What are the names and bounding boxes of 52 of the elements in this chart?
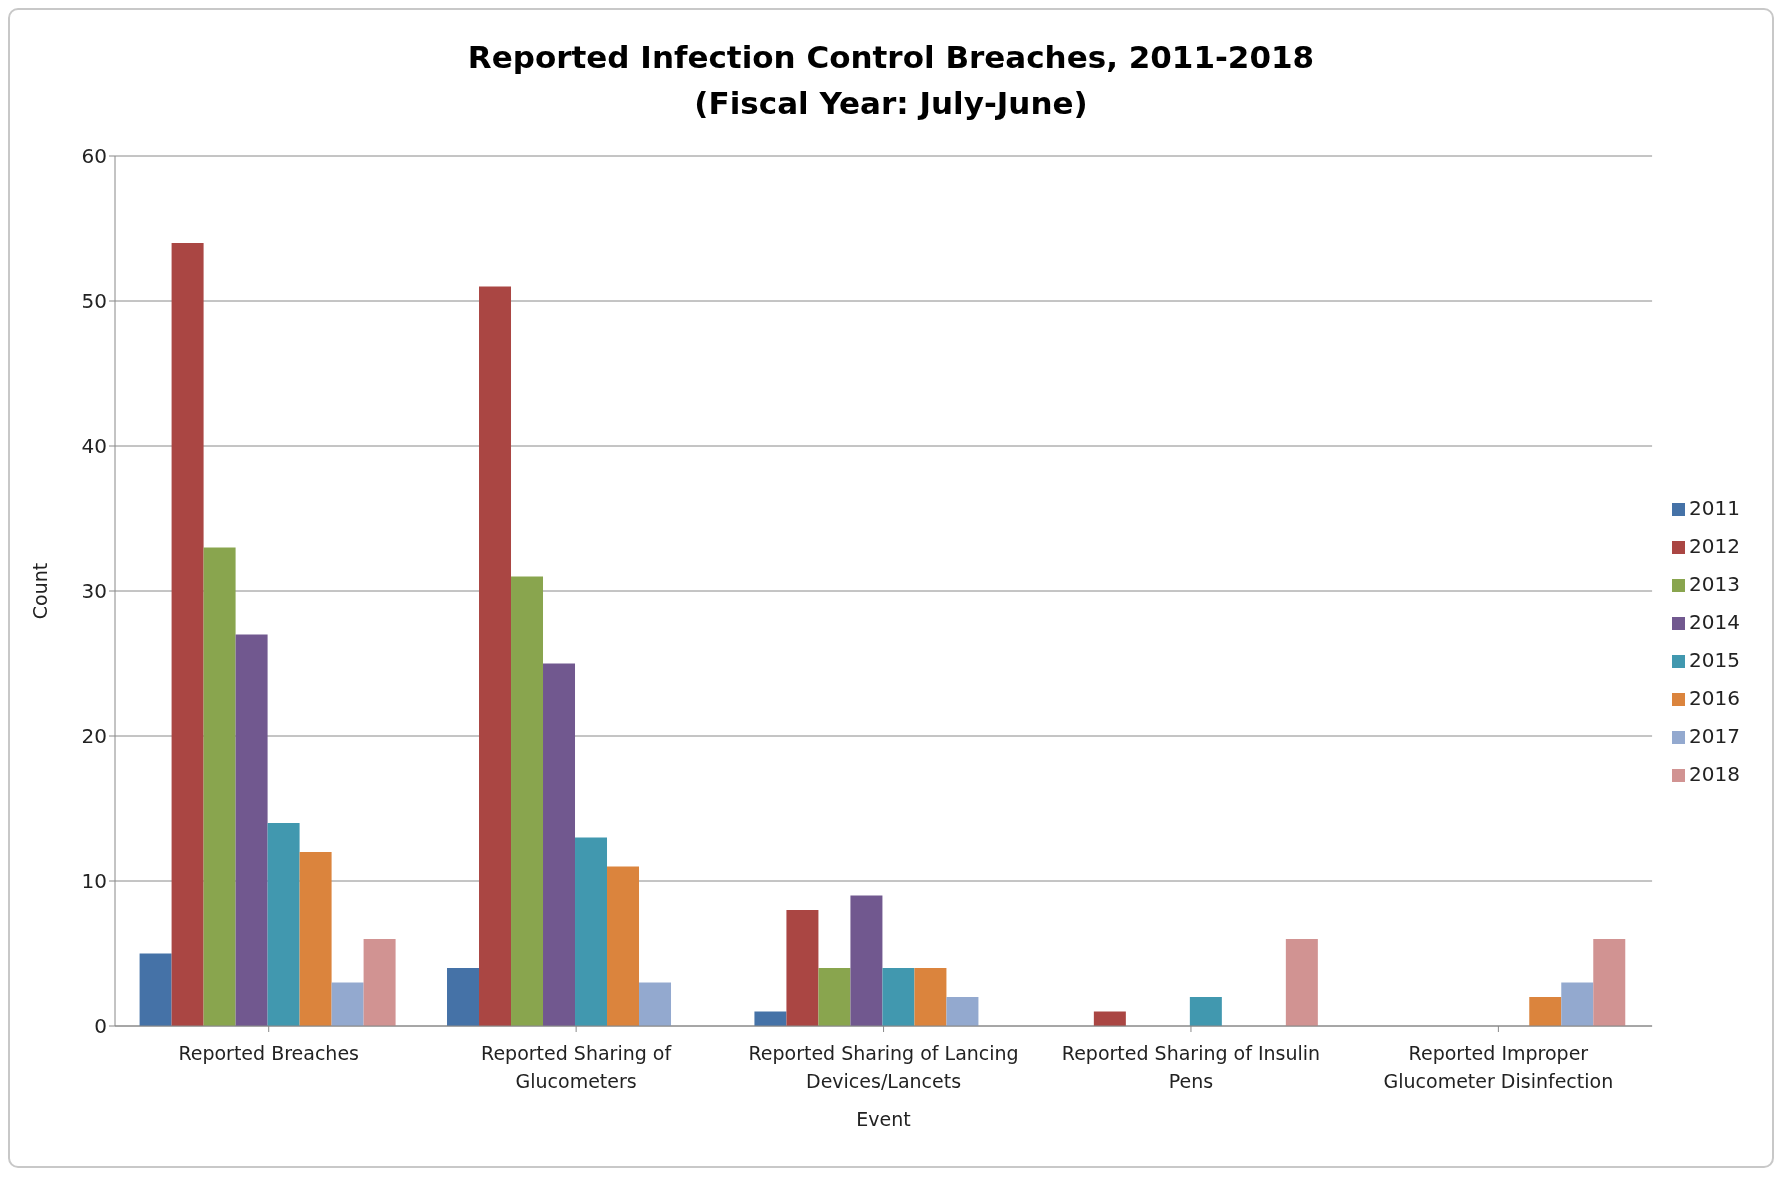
x-tick-label: Reported Improper Glucometer Disinfection (1383, 1042, 1614, 1092)
bar (1561, 982, 1594, 1026)
bar (786, 910, 819, 1026)
bar (171, 243, 204, 1026)
chart-subtitle: (Fiscal Year: July-June) (693, 84, 1089, 123)
y-tick-label: 60 (81, 144, 107, 169)
legend-label: 2015 (1689, 648, 1740, 672)
legend-label: 2012 (1689, 534, 1740, 558)
y-tick-label: 20 (81, 724, 107, 749)
y-tick-label: 50 (81, 289, 107, 314)
x-axis-title: Event (856, 1108, 911, 1130)
legend-label: 2011 (1689, 496, 1740, 520)
legend-label: 2016 (1689, 686, 1740, 710)
y-axis-title: Count (28, 562, 51, 620)
bar (575, 837, 608, 1026)
bar (203, 547, 236, 1026)
bar (267, 823, 300, 1026)
y-tick-label: 30 (81, 579, 107, 604)
bar (818, 968, 851, 1026)
x-tick-label: Reported Sharing of Lancing Devices/Lancets (748, 1042, 1019, 1092)
legend-label: 2018 (1689, 762, 1740, 786)
bar (479, 286, 512, 1026)
bar (1189, 997, 1222, 1026)
chart-title: Reported Infection Control Breaches, 2011-2018 (466, 38, 1316, 77)
y-tick-label: 40 (81, 434, 107, 459)
bar (139, 953, 172, 1026)
legend-label: 2013 (1689, 572, 1740, 596)
bar (235, 634, 268, 1026)
legend-label: 2014 (1689, 610, 1740, 634)
bar (1285, 939, 1318, 1026)
legend-label: 2017 (1689, 724, 1740, 748)
bar (543, 663, 576, 1026)
x-tick-label: Reported Sharing of Glucometers (481, 1042, 673, 1092)
bar (1093, 1011, 1126, 1026)
x-tick-label: Reported Breaches (178, 1042, 360, 1064)
bar (882, 968, 915, 1026)
bar (363, 939, 396, 1026)
bar (299, 852, 332, 1026)
bar (1529, 997, 1562, 1026)
bar (447, 968, 480, 1026)
y-tick-label: 0 (94, 1014, 107, 1039)
bar (331, 982, 364, 1026)
bar (639, 982, 672, 1026)
bar (607, 866, 640, 1026)
bar (1593, 939, 1626, 1026)
bar (754, 1011, 787, 1026)
bar (511, 576, 544, 1026)
y-tick-label: 10 (81, 869, 107, 894)
bar (850, 895, 883, 1026)
bar (946, 997, 979, 1026)
x-tick-label: Reported Sharing of Insulin Pens (1061, 1042, 1321, 1092)
bar (914, 968, 947, 1026)
